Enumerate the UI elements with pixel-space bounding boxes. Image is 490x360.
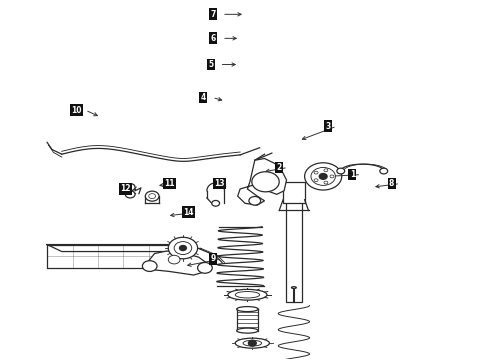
Polygon shape	[47, 244, 174, 268]
Text: 4: 4	[201, 93, 206, 102]
Circle shape	[252, 172, 279, 192]
Text: 11: 11	[164, 179, 174, 188]
Circle shape	[324, 181, 328, 184]
Circle shape	[179, 246, 186, 251]
Ellipse shape	[237, 307, 258, 312]
Circle shape	[174, 242, 192, 255]
Circle shape	[380, 168, 388, 174]
Circle shape	[125, 184, 135, 191]
Circle shape	[319, 174, 327, 179]
Circle shape	[249, 197, 261, 205]
Circle shape	[125, 191, 135, 198]
Text: 13: 13	[214, 179, 225, 188]
Polygon shape	[238, 158, 287, 205]
Circle shape	[311, 167, 335, 185]
Text: 9: 9	[211, 255, 216, 264]
Polygon shape	[47, 244, 189, 252]
Circle shape	[168, 237, 197, 259]
Circle shape	[212, 201, 220, 206]
Ellipse shape	[292, 287, 296, 288]
Circle shape	[330, 175, 334, 178]
Text: 12: 12	[120, 184, 130, 193]
Circle shape	[168, 255, 180, 264]
Text: 10: 10	[71, 105, 82, 114]
Circle shape	[314, 171, 318, 174]
Circle shape	[197, 262, 212, 273]
Ellipse shape	[237, 328, 258, 333]
Text: 14: 14	[184, 208, 194, 217]
Ellipse shape	[243, 340, 262, 346]
Text: 1: 1	[350, 170, 355, 179]
Circle shape	[248, 340, 256, 346]
Text: 8: 8	[389, 179, 394, 188]
Text: 5: 5	[208, 60, 213, 69]
Text: 6: 6	[211, 34, 216, 43]
Circle shape	[324, 169, 328, 172]
Ellipse shape	[228, 289, 267, 300]
Circle shape	[305, 163, 342, 190]
Text: 2: 2	[276, 163, 282, 172]
Circle shape	[146, 191, 159, 201]
Circle shape	[337, 168, 344, 174]
Bar	[283, 182, 305, 203]
Text: 7: 7	[211, 10, 216, 19]
Text: 3: 3	[325, 122, 331, 131]
Polygon shape	[174, 244, 189, 268]
Ellipse shape	[235, 338, 270, 348]
Ellipse shape	[235, 292, 260, 298]
Circle shape	[149, 194, 156, 199]
Bar	[286, 193, 302, 302]
Circle shape	[314, 179, 318, 182]
Polygon shape	[147, 251, 208, 275]
Circle shape	[143, 261, 157, 271]
